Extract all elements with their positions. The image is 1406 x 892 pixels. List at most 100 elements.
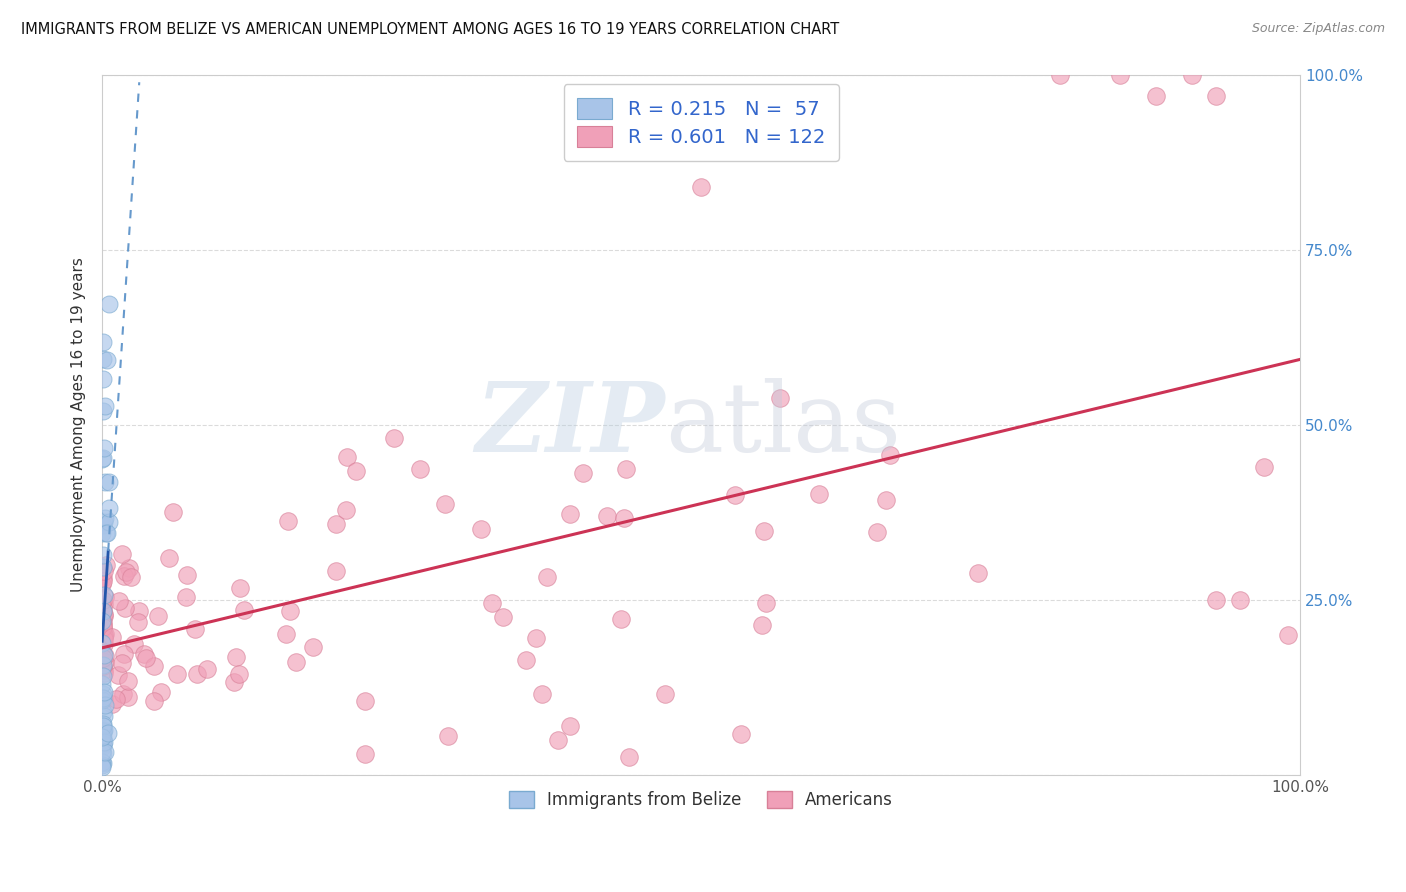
Point xyxy=(91,351,114,366)
Point xyxy=(91,576,114,591)
Point xyxy=(128,603,150,617)
Point xyxy=(93,685,115,699)
Point xyxy=(91,737,114,751)
Point xyxy=(91,725,114,739)
Point xyxy=(93,637,115,651)
Point xyxy=(93,630,115,644)
Point xyxy=(186,666,208,681)
Point xyxy=(96,353,118,368)
Point xyxy=(93,441,115,455)
Point xyxy=(134,647,156,661)
Point xyxy=(111,547,134,561)
Point xyxy=(966,566,988,581)
Point xyxy=(91,560,114,574)
Point xyxy=(91,669,114,683)
Text: atlas: atlas xyxy=(665,377,901,472)
Point xyxy=(94,626,117,640)
Point xyxy=(524,632,547,646)
Point xyxy=(1205,88,1227,103)
Point xyxy=(724,488,747,502)
Point xyxy=(159,550,181,565)
Point xyxy=(94,510,117,524)
Point xyxy=(104,691,127,706)
Point xyxy=(162,505,184,519)
Point xyxy=(91,620,114,634)
Point xyxy=(91,615,114,629)
Point xyxy=(654,687,676,701)
Point xyxy=(91,548,114,562)
Point xyxy=(127,615,149,629)
Text: Source: ZipAtlas.com: Source: ZipAtlas.com xyxy=(1251,22,1385,36)
Point xyxy=(94,399,117,413)
Point xyxy=(94,475,117,489)
Point xyxy=(91,452,114,467)
Point xyxy=(613,511,636,525)
Point xyxy=(730,726,752,740)
Point xyxy=(91,756,114,770)
Point xyxy=(117,673,139,688)
Point xyxy=(98,500,121,515)
Point xyxy=(93,588,115,602)
Point xyxy=(228,666,250,681)
Point xyxy=(229,581,252,595)
Point xyxy=(114,566,136,580)
Point xyxy=(1109,68,1132,82)
Point xyxy=(91,690,114,705)
Point xyxy=(91,692,114,706)
Point xyxy=(325,517,347,532)
Y-axis label: Unemployment Among Ages 16 to 19 years: Unemployment Among Ages 16 to 19 years xyxy=(72,257,86,592)
Point xyxy=(610,612,633,626)
Point xyxy=(233,603,256,617)
Point xyxy=(93,597,115,611)
Point xyxy=(280,604,302,618)
Point xyxy=(222,675,245,690)
Point xyxy=(91,718,114,732)
Point xyxy=(91,647,114,661)
Point xyxy=(174,590,197,604)
Point xyxy=(93,709,115,723)
Point xyxy=(1181,68,1204,82)
Point xyxy=(91,746,114,760)
Point xyxy=(336,450,359,465)
Point xyxy=(101,630,124,644)
Point xyxy=(91,617,114,632)
Point xyxy=(91,706,114,720)
Point xyxy=(93,622,115,636)
Point xyxy=(91,593,114,607)
Point xyxy=(135,651,157,665)
Point xyxy=(536,570,558,584)
Point xyxy=(101,697,124,711)
Point xyxy=(572,467,595,481)
Point xyxy=(808,486,831,500)
Point xyxy=(335,503,357,517)
Point xyxy=(354,747,377,761)
Point xyxy=(91,759,114,773)
Point xyxy=(91,559,114,574)
Point xyxy=(91,717,114,731)
Point xyxy=(752,524,775,538)
Text: ZIP: ZIP xyxy=(475,377,665,472)
Point xyxy=(614,461,637,475)
Point xyxy=(142,659,165,673)
Point xyxy=(120,570,142,584)
Point xyxy=(93,632,115,646)
Point xyxy=(91,574,114,588)
Point xyxy=(91,571,114,585)
Point xyxy=(284,655,307,669)
Point xyxy=(1229,592,1251,607)
Point xyxy=(117,690,139,704)
Point xyxy=(91,593,114,607)
Point xyxy=(93,648,115,663)
Point xyxy=(142,693,165,707)
Point xyxy=(93,648,115,663)
Point xyxy=(434,497,457,511)
Point xyxy=(751,618,773,632)
Point xyxy=(195,662,218,676)
Point xyxy=(1205,592,1227,607)
Point xyxy=(94,558,117,573)
Point xyxy=(91,723,114,738)
Point xyxy=(97,515,120,529)
Point xyxy=(866,525,889,540)
Point xyxy=(558,719,581,733)
Point xyxy=(353,694,375,708)
